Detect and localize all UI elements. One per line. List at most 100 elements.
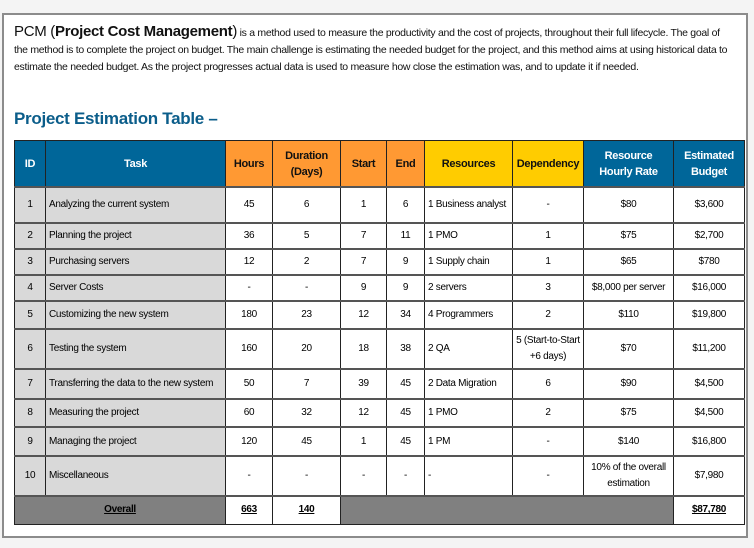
cell-budget: $11,200 [673, 328, 745, 370]
cell-rate: $75 [583, 222, 674, 250]
cell-task: Testing the system [45, 328, 226, 370]
cell-start: 39 [340, 368, 387, 400]
cell-rate: $90 [583, 368, 674, 400]
cell-hours: 45 [225, 186, 273, 224]
cell-dependency: - [512, 455, 584, 497]
cell-end: 38 [386, 328, 425, 370]
header-row: ID Task Hours Duration (Days) Start End Resour… [14, 140, 745, 188]
table-row: 4 Server Costs - -9 9 2 servers 3 $8,000 per se… [14, 274, 745, 302]
estimation-table: ID Task Hours Duration (Days) Start End Resour… [14, 140, 745, 525]
cell-rate: $110 [583, 300, 674, 330]
intro-text: is a method used to measure the producti… [14, 27, 728, 73]
cell-budget: $2,700 [673, 222, 745, 250]
cell-rate: 10% of the overall estimation [583, 455, 674, 497]
cell-task: Managing the project [45, 426, 226, 457]
header-resources: Resources [424, 140, 513, 188]
table-row: 1 Analyzing the current system 45 6 1 6 1 Busi… [14, 186, 745, 224]
cell-resources: 2 Data Migration [424, 368, 513, 400]
cell-task: Analyzing the current system [45, 186, 226, 224]
cell-hours: 36 [225, 222, 273, 250]
cell-hours: 160 [225, 328, 273, 370]
cell-start: 1 [340, 186, 387, 224]
header-budget: Estimated Budget [673, 140, 745, 188]
total-row: Overall 663 140 $87,780 [14, 495, 745, 525]
cell-duration: 45 [272, 426, 341, 457]
cell-duration: 32 [272, 398, 341, 428]
header-id: ID [14, 140, 46, 188]
cell-resources: 1 PM [424, 426, 513, 457]
cell-budget: $3,600 [673, 186, 745, 224]
document-frame: PCM (Project Cost Management) is a metho… [2, 13, 748, 538]
cell-end: 11 [386, 222, 425, 250]
cell-start: 1 [340, 426, 387, 457]
table-row: 9 Managing the project 120 45 1 45 1 PM - $140 $1… [14, 426, 745, 457]
cell-id: 3 [14, 248, 46, 276]
cell-task: Server Costs [45, 274, 226, 302]
header-start: Start [340, 140, 387, 188]
cell-task: Miscellaneous [45, 455, 226, 497]
cell-dependency: 6 [512, 368, 584, 400]
cell-duration: 20 [272, 328, 341, 370]
cell-budget: $16,000 [673, 274, 745, 302]
cell-start: 9 [340, 274, 387, 302]
cell-duration: 2 [272, 248, 341, 276]
cell-task: Purchasing servers [45, 248, 226, 276]
cell-dependency: 2 [512, 300, 584, 330]
cell-id: 2 [14, 222, 46, 250]
cell-resources: 2 QA [424, 328, 513, 370]
total-duration: 140 [272, 495, 341, 525]
cell-duration: - [272, 455, 341, 497]
header-hours: Hours [225, 140, 273, 188]
cell-id: 4 [14, 274, 46, 302]
cell-resources: 2 servers [424, 274, 513, 302]
total-hours: 663 [225, 495, 273, 525]
cell-task: Transferring the data to the new system [45, 368, 226, 400]
total-budget: $87,780 [673, 495, 745, 525]
cell-end: 34 [386, 300, 425, 330]
header-dependency: Dependency [512, 140, 584, 188]
cell-duration: 6 [272, 186, 341, 224]
cell-start: 7 [340, 248, 387, 276]
cell-id: 10 [14, 455, 46, 497]
cell-id: 6 [14, 328, 46, 370]
cell-resources: 4 Programmers [424, 300, 513, 330]
cell-rate: $75 [583, 398, 674, 428]
cell-budget: $780 [673, 248, 745, 276]
cell-id: 9 [14, 426, 46, 457]
cell-hours: - [225, 274, 273, 302]
cell-resources: 1 Business analyst [424, 186, 513, 224]
cell-dependency: 3 [512, 274, 584, 302]
table-row: 8 Measuring the project 60 32 12 45 1 PMO 2 $75 $… [14, 398, 745, 428]
table-row: 10 Miscellaneous - - - - - -10% of the overall … [14, 455, 745, 497]
cell-start: 7 [340, 222, 387, 250]
cell-id: 8 [14, 398, 46, 428]
cell-start: 12 [340, 398, 387, 428]
cell-hours: 50 [225, 368, 273, 400]
cell-id: 5 [14, 300, 46, 330]
cell-hours: 120 [225, 426, 273, 457]
table-row: 5 Customizing the new system 180 23 12 34 4 Pr… [14, 300, 745, 330]
total-blank [340, 495, 674, 525]
cell-end: 45 [386, 368, 425, 400]
cell-dependency: 1 [512, 248, 584, 276]
cell-budget: $19,800 [673, 300, 745, 330]
cell-rate: $70 [583, 328, 674, 370]
cell-dependency: - [512, 426, 584, 457]
section-title: Project Estimation Table – [14, 109, 218, 128]
cell-resources: 1 Supply chain [424, 248, 513, 276]
cell-end: 9 [386, 274, 425, 302]
cell-duration: 7 [272, 368, 341, 400]
header-rate: Resource Hourly Rate [583, 140, 674, 188]
cell-budget: $16,800 [673, 426, 745, 457]
cell-dependency: 5 (Start-to-Start +6 days) [512, 328, 584, 370]
cell-end: 9 [386, 248, 425, 276]
table-row: 2 Planning the project 36 5 7 11 1 PMO 1 $75 $2,7… [14, 222, 745, 250]
cell-budget: $4,500 [673, 368, 745, 400]
cell-end: 6 [386, 186, 425, 224]
cell-dependency: 1 [512, 222, 584, 250]
cell-rate: $8,000 per server [583, 274, 674, 302]
cell-task: Customizing the new system [45, 300, 226, 330]
table-row: 7 Transferring the data to the new system… [14, 368, 745, 400]
intro-full-name: Project Cost Management [55, 23, 233, 40]
cell-duration: - [272, 274, 341, 302]
